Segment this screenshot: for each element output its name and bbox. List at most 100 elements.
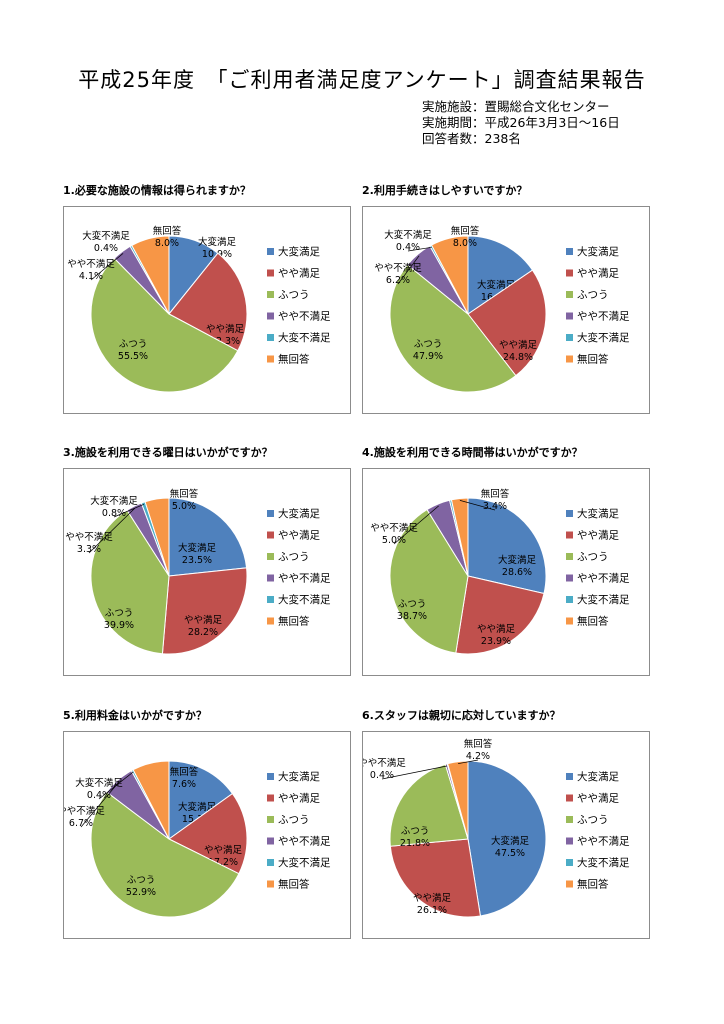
- legend-swatch-very-satisfied: [566, 773, 573, 780]
- slice-category-label: ふつう: [398, 599, 427, 610]
- slice-value-label: 47.5%: [495, 848, 525, 859]
- legend-label-very-dissatisfied: 大変不満足: [577, 593, 630, 606]
- slice-value-label: 23.9%: [481, 636, 511, 647]
- legend-swatch-very-satisfied: [566, 248, 573, 255]
- pie-slice-neutral: [389, 763, 469, 847]
- slice-value-label: 0.4%: [94, 243, 118, 254]
- legend-label-very-dissatisfied: 大変不満足: [278, 593, 331, 606]
- slice-category-label: 無回答: [451, 225, 480, 237]
- pie-slice-very-satisfied: [467, 235, 534, 315]
- legend-label-neutral: ふつう: [278, 289, 310, 301]
- legend-swatch-very-dissatisfied: [267, 334, 274, 341]
- legend-label-neutral: ふつう: [577, 551, 609, 563]
- slice-category-label: 大変満足: [498, 554, 537, 566]
- slice-value-label: 23.5%: [182, 555, 212, 566]
- leader-line: [98, 771, 134, 800]
- slice-category-label: 無回答: [153, 225, 182, 237]
- slice-category-label: ふつう: [127, 875, 156, 886]
- slice-value-label: 3.3%: [77, 544, 101, 555]
- legend-swatch-somewhat-satisfied: [566, 794, 573, 802]
- legend-label-somewhat-satisfied: やや満足: [577, 793, 619, 805]
- slice-value-label: 24.8%: [503, 352, 533, 363]
- slice-value-label: 5.0%: [382, 535, 406, 546]
- slice-category-label: やや満足: [477, 624, 516, 635]
- legend-label-very-dissatisfied: 大変不満足: [577, 856, 630, 869]
- slice-category-label: 無回答: [170, 766, 199, 778]
- pie-slice-somewhat-satisfied: [168, 792, 248, 875]
- legend-label-neutral: ふつう: [577, 814, 609, 826]
- chart-6-panel: 大変満足47.5%やや満足26.1%ふつう21.8%やや不満足0.4%無回答4.…: [362, 731, 650, 939]
- legend-swatch-very-dissatisfied: [566, 334, 573, 341]
- legend-swatch-very-dissatisfied: [267, 859, 274, 866]
- legend-label-somewhat-satisfied: やや満足: [577, 268, 619, 280]
- slice-value-label: 21.8%: [400, 838, 430, 849]
- slice-value-label: 7.6%: [172, 779, 196, 790]
- legend-swatch-very-dissatisfied: [566, 859, 573, 866]
- pie-slice-neutral: [90, 791, 240, 918]
- slice-category-label: やや満足: [206, 324, 245, 335]
- slice-value-label: 3.4%: [483, 501, 507, 512]
- chart-1-panel: 大変満足10.9%やや満足22.3%ふつう55.5%やや不満足4.1%大変不満足…: [63, 206, 351, 414]
- slice-value-label: 4.2%: [466, 751, 490, 762]
- legend-swatch-somewhat-satisfied: [566, 531, 573, 539]
- legend-swatch-very-dissatisfied: [566, 596, 573, 603]
- slice-category-label: やや不満足: [65, 532, 113, 543]
- legend-swatch-very-satisfied: [267, 773, 274, 780]
- slice-category-label: やや満足: [204, 845, 243, 856]
- legend-swatch-very-satisfied: [267, 510, 274, 517]
- slice-category-label: やや不満足: [64, 806, 105, 817]
- slice-category-label: ふつう: [414, 339, 443, 350]
- legend-label-very-satisfied: 大変満足: [577, 770, 619, 783]
- legend-swatch-somewhat-dissatisfied: [566, 574, 573, 582]
- slice-value-label: 52.9%: [126, 887, 156, 898]
- slice-value-label: 39.9%: [104, 620, 134, 631]
- venue-text: 実施施設：置賜総合文化センター: [422, 99, 610, 114]
- legend-label-somewhat-dissatisfied: やや不満足: [577, 573, 630, 585]
- legend-label-very-satisfied: 大変満足: [577, 507, 619, 520]
- legend-label-somewhat-dissatisfied: やや不満足: [278, 836, 331, 848]
- legend-swatch-somewhat-satisfied: [267, 794, 274, 802]
- leader-line: [113, 503, 145, 518]
- slice-category-label: 大変満足: [491, 835, 530, 847]
- slice-category-label: やや不満足: [67, 259, 115, 270]
- pie-slice-very-satisfied: [168, 497, 248, 577]
- chart-4-title: 4.施設を利用できる時間帯はいかがですか？: [362, 446, 583, 459]
- pie-slice-neutral: [389, 264, 517, 393]
- pie-slice-neutral: [90, 257, 239, 393]
- legend-swatch-very-satisfied: [267, 248, 274, 255]
- legend-label-somewhat-satisfied: やや満足: [278, 530, 320, 542]
- pie-slice-somewhat-satisfied: [389, 838, 482, 918]
- legend-swatch-no-answer: [267, 880, 274, 888]
- leader-line: [88, 507, 136, 554]
- chart-5-title: 5.利用料金はいかがですか？: [63, 709, 207, 722]
- slice-value-label: 6.7%: [69, 818, 93, 829]
- slice-value-label: 8.0%: [155, 238, 179, 249]
- slice-category-label: 無回答: [481, 488, 510, 500]
- legend-swatch-very-dissatisfied: [267, 596, 274, 603]
- pie-slice-no-answer: [450, 497, 469, 577]
- leader-line: [397, 255, 420, 285]
- leader-line: [80, 781, 120, 828]
- legend-label-neutral: ふつう: [278, 551, 310, 563]
- legend-swatch-somewhat-dissatisfied: [566, 312, 573, 320]
- slice-category-label: やや満足: [184, 615, 223, 626]
- slice-category-label: 無回答: [170, 488, 199, 500]
- slice-category-label: ふつう: [105, 608, 134, 619]
- legend-swatch-neutral: [267, 553, 274, 560]
- pie-chart-1: 大変満足10.9%やや満足22.3%ふつう55.5%やや不満足4.1%大変不満足…: [67, 225, 331, 393]
- legend-label-no-answer: 無回答: [278, 615, 310, 628]
- pie-slice-no-answer: [144, 497, 170, 577]
- pie-slice-somewhat-satisfied: [161, 567, 248, 655]
- slice-value-label: 26.1%: [417, 905, 447, 916]
- slice-value-label: 38.7%: [397, 611, 427, 622]
- legend-label-somewhat-dissatisfied: やや不満足: [577, 836, 630, 848]
- slice-value-label: 22.3%: [210, 336, 240, 347]
- pie-slice-no-answer: [430, 235, 469, 315]
- pie-chart-5: 大変満足15.1%やや満足17.2%ふつう52.9%やや不満足6.7%大変不満足…: [64, 760, 331, 918]
- legend-swatch-somewhat-dissatisfied: [267, 312, 274, 320]
- slice-category-label: 大変不満足: [82, 230, 130, 242]
- slice-value-label: 28.6%: [502, 567, 532, 578]
- legend-swatch-somewhat-satisfied: [267, 531, 274, 539]
- slice-category-label: やや不満足: [374, 263, 422, 274]
- legend-swatch-somewhat-dissatisfied: [566, 837, 573, 845]
